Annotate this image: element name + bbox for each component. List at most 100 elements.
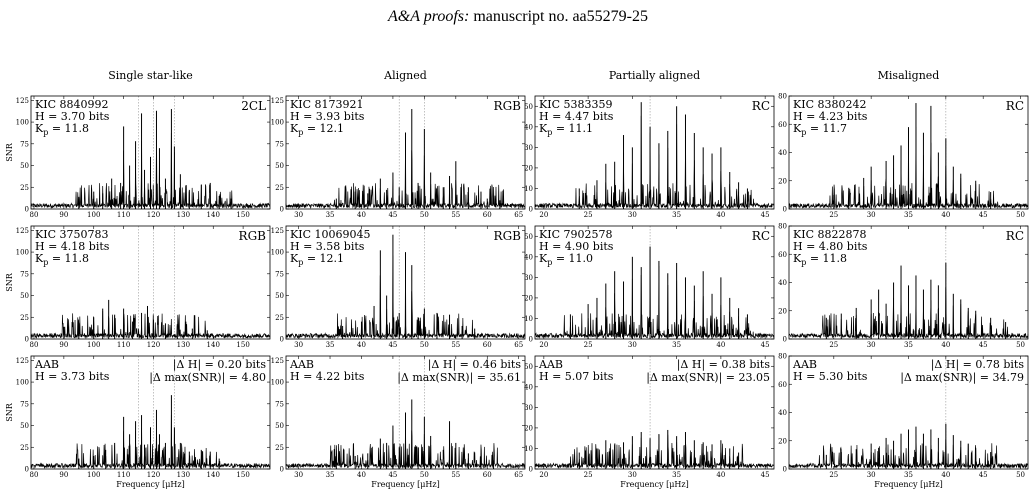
x-tick-label: 55: [451, 471, 460, 479]
y-tick-label: 30: [524, 274, 533, 282]
x-tick-label: 40: [357, 211, 366, 219]
kp-label: Kp = 11.8: [35, 122, 89, 137]
x-tick-label: 50: [1016, 211, 1025, 219]
kp-label: Kp = 12.1: [290, 122, 344, 137]
entropy-label: H = 5.30 bits: [793, 370, 868, 383]
x-axis-label: Frequency [μHz]: [371, 480, 439, 489]
x-tick-label: 30: [628, 341, 637, 349]
x-tick-label: 45: [761, 341, 770, 349]
x-tick-label: 40: [716, 211, 725, 219]
x-tick-label: 55: [451, 211, 460, 219]
spectrum-line: [534, 434, 775, 470]
x-tick-label: 100: [87, 211, 100, 219]
x-tick-label: 30: [867, 471, 876, 479]
y-tick-label: 20: [524, 164, 533, 172]
y-tick-label: 125: [271, 357, 284, 365]
entropy-label: H = 4.47 bits: [539, 110, 614, 123]
evolution-tag: RC: [752, 229, 770, 243]
x-tick-label: 80: [30, 471, 39, 479]
x-tick-label: 50: [420, 341, 429, 349]
entropy-label: H = 3.70 bits: [35, 110, 110, 123]
y-tick-label: 50: [20, 422, 29, 430]
y-tick-label: 125: [271, 97, 284, 105]
x-tick-label: 90: [59, 211, 68, 219]
y-tick-label: 0: [25, 466, 29, 474]
panel-frame: [285, 355, 526, 470]
y-tick-label: 75: [20, 270, 29, 278]
delta-max-label: |Δ max(SNR)| = 4.80: [149, 371, 266, 385]
x-tick-label: 60: [483, 471, 492, 479]
x-tick-label: 120: [147, 471, 160, 479]
y-tick-label: 125: [16, 357, 29, 365]
x-tick-label: 50: [1016, 471, 1025, 479]
x-tick-label: 35: [326, 211, 335, 219]
y-tick-label: 0: [529, 466, 533, 474]
x-tick-label: 25: [829, 471, 838, 479]
panel-frame: [285, 225, 526, 340]
column-title: Partially aligned: [609, 69, 700, 82]
x-tick-label: 80: [30, 341, 39, 349]
delta-h-label: |Δ H| = 0.20 bits: [173, 358, 267, 372]
evolution-tag: RGB: [494, 99, 522, 113]
x-tick-label: 30: [294, 211, 303, 219]
y-tick-label: 40: [778, 279, 787, 287]
evolution-tag: RC: [1006, 99, 1024, 113]
y-tick-label: 0: [280, 206, 284, 214]
column-title: Single star-like: [108, 69, 193, 82]
y-tick-label: 80: [778, 93, 787, 101]
y-tick-label: 20: [778, 437, 787, 445]
x-tick-label: 40: [716, 471, 725, 479]
y-tick-label: 50: [524, 363, 533, 371]
y-tick-label: 80: [778, 223, 787, 231]
y-tick-label: 0: [529, 336, 533, 344]
y-tick-label: 25: [20, 444, 29, 452]
y-tick-label: 75: [275, 140, 284, 148]
y-tick-label: 20: [524, 294, 533, 302]
x-axis-label: Frequency [μHz]: [116, 480, 184, 489]
x-tick-label: 65: [514, 471, 523, 479]
y-tick-label: 60: [778, 381, 787, 389]
y-tick-label: 0: [25, 206, 29, 214]
star-id: AAB: [289, 358, 314, 371]
y-tick-label: 60: [778, 121, 787, 129]
y-tick-label: 25: [20, 314, 29, 322]
kp-label: Kp = 11.8: [35, 252, 89, 267]
y-tick-label: 100: [16, 379, 29, 387]
x-axis-label: Frequency [μHz]: [620, 480, 688, 489]
delta-max-label: |Δ max(SNR)| = 23.05: [646, 371, 770, 385]
delta-h-label: |Δ H| = 0.78 bits: [931, 358, 1025, 372]
x-tick-label: 130: [177, 471, 190, 479]
x-tick-label: 25: [829, 341, 838, 349]
y-tick-label: 25: [275, 444, 284, 452]
y-tick-label: 40: [524, 123, 533, 131]
entropy-label: H = 3.73 bits: [35, 370, 110, 383]
x-tick-label: 150: [236, 471, 249, 479]
entropy-label: H = 3.93 bits: [290, 110, 365, 123]
page-header: A&A proofs: manuscript no. aa55279-25: [0, 8, 1036, 26]
y-tick-label: 10: [524, 315, 533, 323]
panel-frame: [285, 95, 526, 210]
x-tick-label: 120: [147, 341, 160, 349]
column-title: Misaligned: [878, 69, 940, 82]
x-tick-label: 30: [628, 471, 637, 479]
panel-frame: [534, 225, 775, 340]
kp-label: Kp = 11.7: [793, 122, 847, 137]
delta-max-label: |Δ max(SNR)| = 35.61: [397, 371, 521, 385]
y-tick-label: 50: [275, 422, 284, 430]
panel-frame: [534, 355, 775, 470]
entropy-label: H = 4.23 bits: [793, 110, 868, 123]
x-tick-label: 20: [539, 341, 548, 349]
panel-frame: [534, 95, 775, 210]
delta-h-label: |Δ H| = 0.46 bits: [428, 358, 522, 372]
x-tick-label: 45: [761, 211, 770, 219]
x-tick-label: 50: [420, 211, 429, 219]
x-tick-label: 30: [867, 341, 876, 349]
x-tick-label: 30: [294, 471, 303, 479]
x-tick-label: 100: [87, 471, 100, 479]
kp-label: Kp = 11.8: [793, 252, 847, 267]
x-tick-label: 25: [584, 341, 593, 349]
y-tick-label: 50: [20, 162, 29, 170]
panel-frame: [30, 355, 271, 470]
star-id: KIC 8840992: [35, 98, 108, 111]
star-id: AAB: [792, 358, 817, 371]
